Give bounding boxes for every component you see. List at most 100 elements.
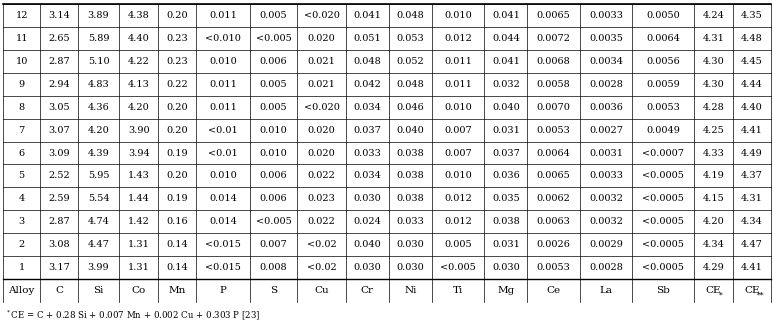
Text: 0.012: 0.012 [444, 34, 472, 43]
Text: <0.005: <0.005 [256, 34, 291, 43]
Text: 2.87: 2.87 [49, 57, 70, 66]
Text: 0.0050: 0.0050 [646, 11, 680, 20]
Text: 9: 9 [19, 80, 25, 89]
Text: 2.52: 2.52 [49, 171, 70, 180]
Text: 7: 7 [19, 125, 25, 135]
Text: 0.014: 0.014 [209, 217, 237, 226]
Text: 0.038: 0.038 [397, 171, 424, 180]
Text: 5: 5 [19, 171, 25, 180]
Text: 0.23: 0.23 [166, 57, 188, 66]
Text: 0.006: 0.006 [260, 171, 288, 180]
Text: 6: 6 [19, 149, 25, 158]
Text: 0.040: 0.040 [397, 125, 424, 135]
Text: 0.0068: 0.0068 [536, 57, 570, 66]
Text: 4.28: 4.28 [703, 103, 724, 112]
Text: 4.34: 4.34 [741, 217, 763, 226]
Text: 0.0070: 0.0070 [536, 103, 570, 112]
Text: 2: 2 [19, 240, 25, 249]
Text: 0.0034: 0.0034 [589, 57, 623, 66]
Text: 0.022: 0.022 [308, 171, 335, 180]
Text: 0.030: 0.030 [397, 240, 424, 249]
Text: 2.94: 2.94 [49, 80, 70, 89]
Text: 4.30: 4.30 [703, 80, 724, 89]
Text: <0.020: <0.020 [304, 11, 339, 20]
Text: <0.0005: <0.0005 [642, 171, 684, 180]
Text: 4: 4 [19, 194, 25, 203]
Text: 0.0053: 0.0053 [646, 103, 680, 112]
Text: 4.20: 4.20 [128, 103, 150, 112]
Text: 0.14: 0.14 [166, 240, 188, 249]
Text: 0.0033: 0.0033 [589, 11, 623, 20]
Text: 4.31: 4.31 [741, 194, 763, 203]
Text: 4.44: 4.44 [741, 80, 763, 89]
Text: 0.0064: 0.0064 [536, 149, 570, 158]
Text: 4.45: 4.45 [741, 57, 763, 66]
Text: 0.022: 0.022 [308, 217, 335, 226]
Text: 4.49: 4.49 [741, 149, 763, 158]
Text: Mn: Mn [169, 286, 186, 295]
Text: 4.36: 4.36 [87, 103, 110, 112]
Text: 0.011: 0.011 [209, 80, 237, 89]
Text: <0.0005: <0.0005 [642, 217, 684, 226]
Text: 0.0059: 0.0059 [646, 80, 680, 89]
Text: 0.005: 0.005 [260, 103, 288, 112]
Text: Ni: Ni [404, 286, 417, 295]
Text: 0.19: 0.19 [166, 194, 188, 203]
Text: 4.41: 4.41 [741, 125, 763, 135]
Text: 4.20: 4.20 [703, 217, 724, 226]
Text: 4.39: 4.39 [87, 149, 110, 158]
Text: 0.20: 0.20 [166, 103, 188, 112]
Text: <0.005: <0.005 [256, 217, 291, 226]
Text: Si: Si [94, 286, 104, 295]
Text: P: P [220, 286, 226, 295]
Text: 0.048: 0.048 [397, 80, 424, 89]
Text: 0.0029: 0.0029 [589, 240, 623, 249]
Text: 0.0036: 0.0036 [589, 103, 623, 112]
Text: 0.024: 0.024 [353, 217, 381, 226]
Text: 0.033: 0.033 [397, 217, 424, 226]
Text: 0.042: 0.042 [353, 80, 381, 89]
Text: 3.99: 3.99 [87, 263, 109, 272]
Text: CE: CE [744, 286, 760, 295]
Text: 0.0053: 0.0053 [536, 125, 570, 135]
Text: 0.021: 0.021 [308, 80, 335, 89]
Text: 0.048: 0.048 [397, 11, 424, 20]
Text: <0.015: <0.015 [205, 240, 241, 249]
Text: <0.020: <0.020 [304, 103, 339, 112]
Text: 0.0064: 0.0064 [646, 34, 680, 43]
Text: 1.44: 1.44 [128, 194, 150, 203]
Text: <0.02: <0.02 [307, 263, 336, 272]
Text: 4.38: 4.38 [128, 11, 150, 20]
Text: 3.08: 3.08 [49, 240, 70, 249]
Text: 0.020: 0.020 [308, 149, 335, 158]
Text: 1.31: 1.31 [128, 240, 150, 249]
Text: 0.0058: 0.0058 [536, 80, 570, 89]
Text: 0.0032: 0.0032 [589, 194, 623, 203]
Text: 0.14: 0.14 [166, 263, 188, 272]
Text: 0.048: 0.048 [353, 57, 381, 66]
Text: 4.25: 4.25 [703, 125, 724, 135]
Text: C: C [55, 286, 63, 295]
Text: 0.010: 0.010 [444, 11, 472, 20]
Text: <0.01: <0.01 [208, 125, 238, 135]
Text: 0.031: 0.031 [492, 240, 520, 249]
Text: 4.48: 4.48 [741, 34, 763, 43]
Text: 0.16: 0.16 [166, 217, 188, 226]
Text: <0.02: <0.02 [307, 240, 336, 249]
Text: 5.95: 5.95 [88, 171, 109, 180]
Text: 0.0028: 0.0028 [589, 263, 623, 272]
Text: Sb: Sb [656, 286, 670, 295]
Text: 0.19: 0.19 [166, 149, 188, 158]
Text: <0.0005: <0.0005 [642, 194, 684, 203]
Text: 3.17: 3.17 [48, 263, 70, 272]
Text: 0.0026: 0.0026 [536, 240, 570, 249]
Text: 0.0053: 0.0053 [536, 263, 570, 272]
Text: 1.43: 1.43 [128, 171, 150, 180]
Text: 0.033: 0.033 [353, 149, 381, 158]
Text: 0.035: 0.035 [492, 194, 519, 203]
Text: 0.007: 0.007 [444, 149, 472, 158]
Text: 0.008: 0.008 [260, 263, 288, 272]
Text: 0.010: 0.010 [444, 171, 472, 180]
Text: 2.59: 2.59 [49, 194, 70, 203]
Text: 0.040: 0.040 [492, 103, 519, 112]
